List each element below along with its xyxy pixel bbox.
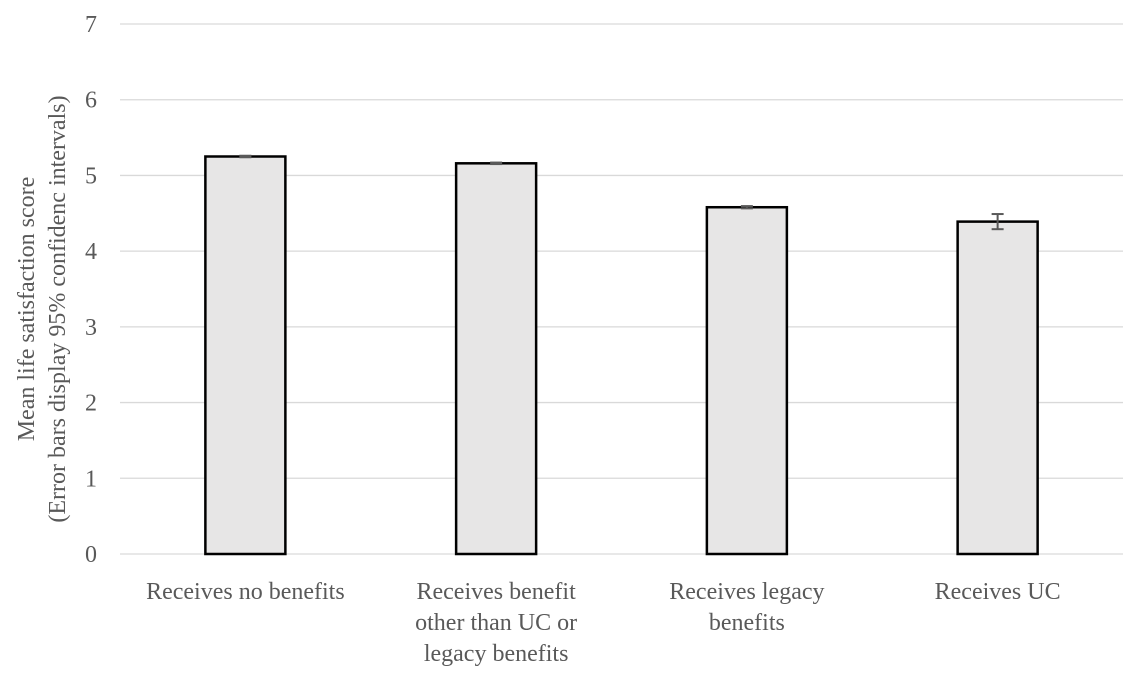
y-tick-label: 2 <box>85 391 97 417</box>
y-tick-label: 0 <box>85 542 97 568</box>
category-label-line: legacy benefits <box>424 641 569 667</box>
error-bar <box>991 213 1004 231</box>
error-bars <box>239 154 1004 231</box>
category-label: Receives UC <box>935 579 1061 605</box>
category-label: Receives benefit other than UC or legacy b… <box>415 579 577 667</box>
gridlines <box>120 23 1123 555</box>
category-label: Receives legacy benefits <box>669 579 824 636</box>
error-bar <box>490 161 503 166</box>
y-axis-title-line: Mean life satisfaction score <box>14 177 40 442</box>
error-bar <box>740 205 753 210</box>
bar <box>454 162 538 556</box>
bar <box>705 205 789 556</box>
y-axis-title: Mean life satisfaction score (Error bars … <box>14 95 71 522</box>
bars <box>204 155 1039 556</box>
y-tick-label: 6 <box>85 88 97 114</box>
category-label-line: Receives benefit <box>416 579 576 605</box>
y-tick-label: 1 <box>85 466 97 492</box>
category-label-line: Receives UC <box>935 579 1061 605</box>
y-tick-label: 7 <box>85 12 97 38</box>
bar <box>204 155 287 556</box>
category-label: Receives no benefits <box>146 579 345 605</box>
y-axis-title: Mean life satisfaction score (Error bars … <box>14 95 71 522</box>
y-tick-label: 4 <box>85 239 97 265</box>
y-tick-label: 5 <box>85 163 97 189</box>
category-label-line: other than UC or <box>415 610 577 636</box>
category-label-line: Receives legacy <box>669 579 824 605</box>
y-axis-title-line: (Error bars display 95% confidenc interv… <box>45 95 71 522</box>
y-tick-labels: 0 1 2 3 4 5 6 7 <box>85 12 97 568</box>
category-label-line: benefits <box>709 610 785 636</box>
y-tick-label: 3 <box>85 315 97 341</box>
category-label-line: Receives no benefits <box>146 579 345 605</box>
category-labels: Receives no benefits Receives benefit othe… <box>146 579 1061 667</box>
bar <box>956 220 1039 556</box>
error-bar <box>239 154 252 159</box>
